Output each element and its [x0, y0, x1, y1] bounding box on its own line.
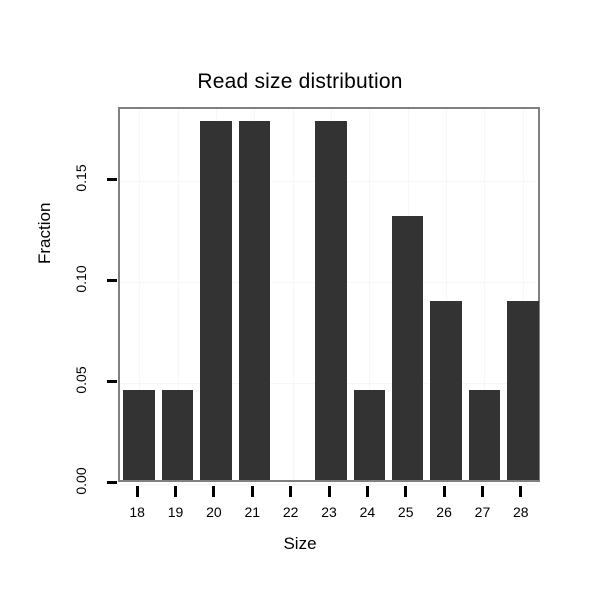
x-tick-label: 28: [513, 504, 529, 520]
x-tick-mark: [289, 486, 293, 497]
bar: [238, 121, 270, 480]
x-tick-label: 24: [359, 504, 376, 520]
bar: [391, 216, 424, 480]
gridline-vertical: [446, 109, 448, 480]
x-tick-label: 26: [436, 504, 452, 520]
x-tick-mark: [365, 486, 369, 497]
y-axis-label: Fraction: [35, 202, 54, 264]
y-tick-mark: [107, 379, 117, 383]
x-tick-mark: [480, 486, 484, 497]
x-tick-label: 22: [282, 504, 299, 520]
gridline-vertical: [177, 109, 179, 480]
y-tick-mark: [107, 177, 117, 181]
bar: [353, 390, 386, 480]
x-tick-mark: [212, 486, 216, 497]
bar: [430, 301, 462, 480]
x-tick-label: 21: [244, 504, 261, 520]
x-tick-label: 18: [129, 504, 145, 520]
bar: [315, 121, 347, 480]
x-tick-mark: [250, 486, 254, 497]
gridline-vertical: [369, 109, 371, 480]
gridline-horizontal: [120, 484, 538, 485]
y-tick-label: 0.15: [73, 164, 89, 192]
x-tick-mark: [442, 486, 446, 497]
x-tick-label: 23: [321, 504, 337, 520]
x-tick-mark: [519, 486, 523, 497]
bar-series: [120, 109, 539, 480]
bar: [123, 390, 155, 480]
x-tick-mark: [174, 486, 178, 497]
gridline-vertical: [522, 109, 524, 480]
bar: [507, 301, 539, 480]
bar: [161, 390, 194, 480]
y-tick-mark: [107, 481, 117, 484]
gridline-vertical: [292, 109, 294, 480]
x-tick-label: 25: [397, 504, 414, 520]
x-tick-mark: [135, 486, 139, 497]
x-tick-label: 19: [167, 504, 184, 520]
plot-panel: [118, 107, 540, 485]
x-tick-label: 27: [474, 504, 491, 520]
x-tick-mark: [327, 486, 331, 497]
y-tick-label: 0.05: [73, 366, 89, 394]
x-tick-label: 20: [206, 504, 222, 520]
y-tick-label: 0.10: [73, 265, 89, 293]
gridline-vertical: [139, 109, 141, 480]
x-tick-mark: [404, 486, 408, 497]
y-tick-label: 0.00: [73, 467, 89, 495]
bar: [200, 121, 232, 480]
gridline-vertical: [484, 109, 486, 480]
chart-title: Read size distribution: [197, 70, 403, 93]
bar: [468, 390, 501, 480]
x-axis-label: Size: [283, 534, 317, 553]
y-tick-mark: [107, 278, 117, 282]
